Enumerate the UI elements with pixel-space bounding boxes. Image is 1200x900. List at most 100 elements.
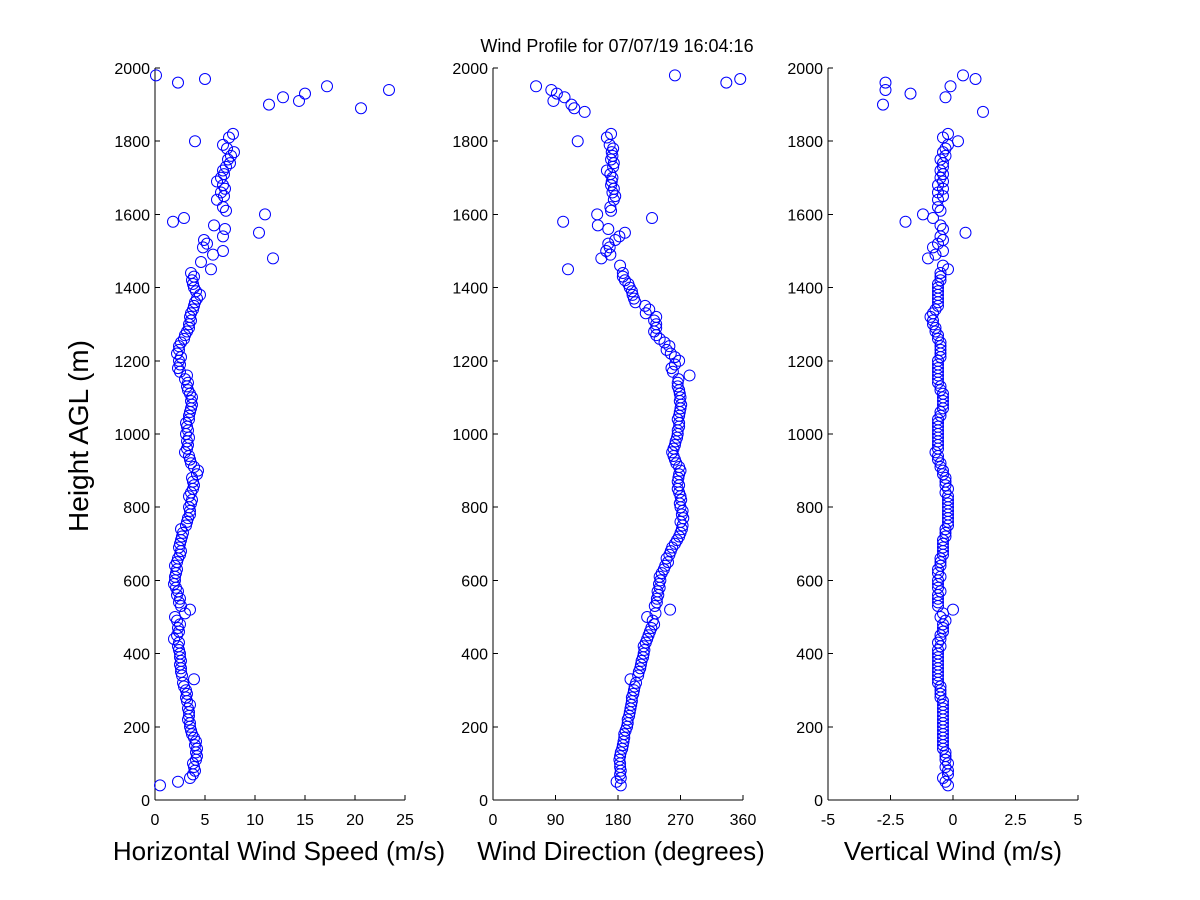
vertical-point	[939, 753, 952, 766]
speed-point	[173, 541, 185, 554]
speed-point	[184, 698, 196, 711]
vertical-point	[877, 98, 889, 111]
direction-y-tick-label: 1600	[452, 207, 488, 224]
vertical-point	[929, 446, 942, 459]
speed-point	[188, 460, 200, 473]
direction-point	[604, 168, 617, 181]
speed-point	[277, 91, 289, 104]
direction-point	[639, 307, 652, 320]
vertical-panel: 0 200 400 600 800 1000 1200 1400 1600 1800 2000 -5 -…	[787, 61, 1082, 866]
vertical-point	[899, 215, 912, 228]
vertical-x-tick-label: -5	[821, 812, 835, 829]
direction-point	[562, 263, 574, 276]
direction-point	[578, 105, 591, 118]
speed-y-tick-label: 2000	[114, 61, 150, 78]
speed-point	[175, 336, 187, 349]
direction-point	[632, 669, 645, 682]
vertical-point	[939, 775, 952, 788]
vertical-axes: 0 200 400 600 800 1000 1200 1400 1600 1800 2000 -5 -…	[787, 61, 1082, 829]
direction-point	[643, 303, 656, 316]
speed-point	[217, 230, 229, 243]
vertical-point	[937, 468, 949, 481]
speed-point	[184, 310, 196, 323]
vertical-point	[939, 475, 952, 488]
speed-panel: 0 200 400 600 800 1000 1200 1400 1600 1800 2000 0 5 1…	[113, 61, 445, 866]
direction-point	[668, 69, 681, 82]
direction-point	[614, 750, 627, 763]
speed-point	[223, 131, 235, 144]
direction-point	[674, 515, 687, 528]
speed-point	[217, 138, 229, 151]
vertical-point	[942, 779, 954, 792]
speed-point	[182, 424, 194, 437]
speed-point	[217, 201, 229, 214]
speed-y-tick-label: 1600	[114, 207, 150, 224]
vertical-point	[934, 230, 947, 243]
figure-title: Wind Profile for 07/07/19 16:04:16	[480, 36, 753, 56]
vertical-point	[934, 687, 947, 700]
direction-point	[616, 270, 629, 283]
speed-point	[185, 457, 197, 470]
direction-point	[671, 475, 684, 488]
vertical-point	[939, 526, 952, 539]
vertical-point	[934, 409, 947, 422]
speed-y-tick-label: 400	[123, 647, 150, 664]
speed-point	[225, 149, 237, 162]
speed-point	[215, 186, 227, 199]
speed-point	[383, 83, 395, 96]
vertical-point	[939, 530, 952, 543]
vertical-point	[932, 567, 944, 580]
direction-point	[668, 358, 681, 371]
vertical-y-tick-label: 0	[814, 793, 823, 810]
vertical-y-tick-label: 1400	[787, 281, 823, 298]
vertical-x-tick-label: 2.5	[1004, 812, 1026, 829]
direction-y-tick-label: 600	[461, 573, 488, 590]
direction-point	[614, 259, 627, 272]
vertical-point	[934, 585, 947, 598]
speed-point	[174, 592, 186, 605]
direction-point	[602, 237, 615, 250]
speed-point	[180, 417, 192, 430]
vertical-y-tick-label: 1800	[787, 134, 823, 151]
vertical-point	[937, 537, 949, 550]
direction-x-tick-label: 270	[667, 812, 694, 829]
direction-x-tick-label: 180	[605, 812, 632, 829]
direction-y-tick-label: 400	[461, 647, 488, 664]
direction-y-tick-label: 1200	[452, 354, 488, 371]
speed-point	[217, 245, 229, 257]
vertical-point	[917, 208, 929, 221]
vertical-point	[932, 563, 944, 576]
speed-point	[154, 779, 166, 792]
vertical-y-tick-label: 400	[796, 647, 823, 664]
speed-point	[181, 687, 193, 700]
speed-point	[189, 764, 201, 777]
vertical-point	[944, 80, 957, 93]
speed-point	[191, 292, 203, 305]
speed-point	[181, 380, 193, 393]
speed-x-label: Horizontal Wind Speed (m/s)	[113, 836, 445, 866]
vertical-point	[937, 541, 949, 554]
direction-point	[618, 226, 631, 239]
vertical-point	[934, 552, 947, 565]
vertical-point	[942, 490, 954, 503]
vertical-point	[942, 757, 954, 770]
speed-point	[207, 248, 219, 261]
direction-point	[591, 208, 604, 221]
speed-point	[263, 98, 275, 111]
vertical-point	[934, 343, 947, 356]
direction-point	[609, 190, 622, 203]
vertical-point	[929, 303, 942, 316]
direction-point	[674, 391, 687, 404]
speed-point	[188, 299, 200, 312]
speed-axes: 0 200 400 600 800 1000 1200 1400 1600 1800 2000 0 5 1…	[114, 61, 414, 829]
y-axis-label: Height AGL (m)	[63, 340, 94, 532]
direction-point	[675, 493, 688, 506]
vertical-point	[927, 314, 939, 327]
vertical-point	[939, 471, 952, 484]
speed-point	[178, 332, 190, 345]
vertical-point	[937, 625, 949, 638]
speed-point	[175, 534, 187, 547]
speed-point	[321, 80, 333, 93]
vertical-point	[942, 482, 954, 495]
speed-point	[181, 420, 193, 433]
